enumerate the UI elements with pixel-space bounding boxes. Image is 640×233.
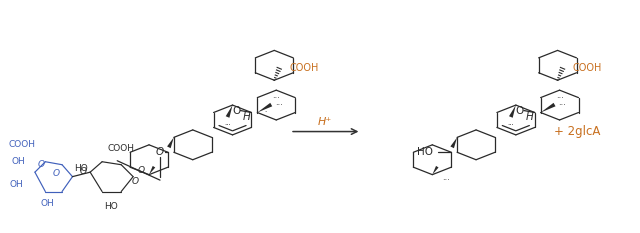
Text: O: O [232, 106, 241, 116]
Text: H: H [243, 113, 250, 123]
Text: ...: ... [442, 173, 450, 182]
Polygon shape [541, 103, 556, 113]
Text: HO: HO [417, 147, 433, 157]
Text: COOH: COOH [289, 63, 319, 73]
Text: H: H [526, 113, 534, 123]
Polygon shape [167, 137, 174, 148]
Polygon shape [257, 103, 272, 113]
Text: COOH: COOH [8, 140, 35, 149]
Text: ·: · [264, 110, 266, 116]
Text: HO: HO [74, 164, 88, 173]
Text: OH: OH [12, 157, 26, 166]
Polygon shape [433, 166, 438, 175]
Text: O: O [80, 167, 87, 176]
Text: COOH: COOH [573, 63, 602, 73]
Text: O: O [138, 166, 145, 175]
Polygon shape [149, 166, 156, 175]
Polygon shape [451, 137, 457, 148]
Text: H⁺: H⁺ [318, 117, 332, 127]
Polygon shape [509, 105, 516, 118]
Text: ...: ... [224, 120, 231, 126]
Text: COOH: COOH [108, 144, 134, 153]
Text: HO: HO [104, 202, 118, 211]
Text: O: O [132, 177, 139, 186]
Text: O: O [516, 106, 524, 116]
Text: ...: ... [556, 91, 563, 100]
Text: ...: ... [273, 91, 280, 100]
Text: OH: OH [10, 180, 24, 189]
Text: O: O [156, 147, 164, 157]
Text: O: O [38, 160, 45, 169]
Text: OH: OH [41, 199, 54, 208]
Polygon shape [226, 105, 232, 118]
Text: ...: ... [559, 98, 566, 107]
Text: O: O [53, 169, 60, 178]
Text: ...: ... [275, 98, 283, 107]
Text: + 2glcA: + 2glcA [554, 125, 601, 138]
Text: ...: ... [508, 120, 514, 126]
